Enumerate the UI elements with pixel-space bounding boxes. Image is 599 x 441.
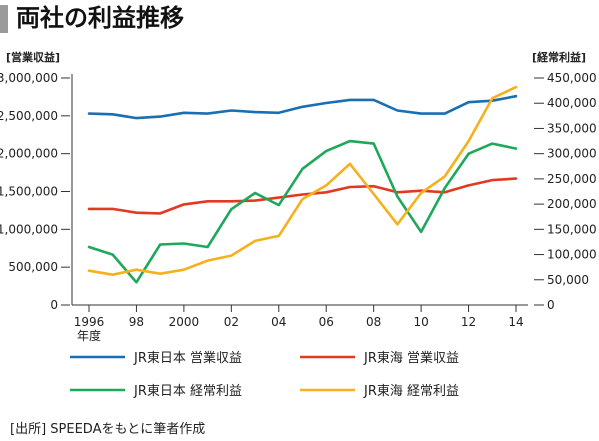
series-line-1 (87, 94, 518, 120)
x-tick-label: 98 (129, 315, 144, 329)
x-tick-label: 1996 (74, 315, 105, 329)
left-axis-label: [営業収益] (6, 50, 60, 64)
right-tick-label: 250,000 (547, 172, 597, 186)
x-tick-label: 12 (461, 315, 476, 329)
x-tick-label: 10 (413, 315, 428, 329)
series-line-4 (87, 85, 518, 277)
right-tick-label: 450,000 (547, 71, 597, 85)
right-tick-label: 350,000 (547, 121, 597, 135)
x-unit-label: 年度 (77, 328, 101, 343)
right-tick-label: 300,000 (547, 147, 597, 161)
left-tick-label: 3,000,000 (0, 71, 58, 85)
left-tick-label: 1,500,000 (0, 185, 58, 199)
left-tick-label: 2,500,000 (0, 109, 58, 123)
series-line-3 (87, 139, 518, 284)
legend-label-3: JR東日本 経常利益 (133, 383, 242, 399)
chart-title: 両社の利益推移 (16, 4, 184, 32)
left-tick-label: 0 (50, 298, 58, 312)
legend-label-4: JR東海 経常利益 (363, 383, 459, 399)
x-tick-label: 06 (319, 315, 334, 329)
left-tick-label: 500,000 (8, 260, 58, 274)
right-tick-label: 50,000 (547, 273, 589, 287)
series-line-2 (87, 177, 518, 215)
x-tick-label: 08 (366, 315, 381, 329)
legend-label-2: JR東海 営業収益 (363, 350, 459, 366)
right-tick-label: 200,000 (547, 197, 597, 211)
left-tick-label: 2,000,000 (0, 147, 58, 161)
right-tick-label: 150,000 (547, 222, 597, 236)
right-tick-label: 0 (547, 298, 555, 312)
legend-label-1: JR東日本 営業収益 (133, 350, 242, 366)
source-note: [出所] SPEEDAをもとに筆者作成 (10, 422, 206, 437)
right-tick-label: 400,000 (547, 96, 597, 110)
left-tick-label: 1,000,000 (0, 222, 58, 236)
x-tick-label: 04 (271, 315, 286, 329)
title-accent-bar (0, 5, 8, 33)
right-axis-label: [経常利益] (532, 50, 586, 64)
right-tick-label: 100,000 (547, 248, 597, 262)
x-tick-label: 2000 (169, 315, 200, 329)
x-tick-label: 14 (508, 315, 523, 329)
x-tick-label: 02 (224, 315, 239, 329)
